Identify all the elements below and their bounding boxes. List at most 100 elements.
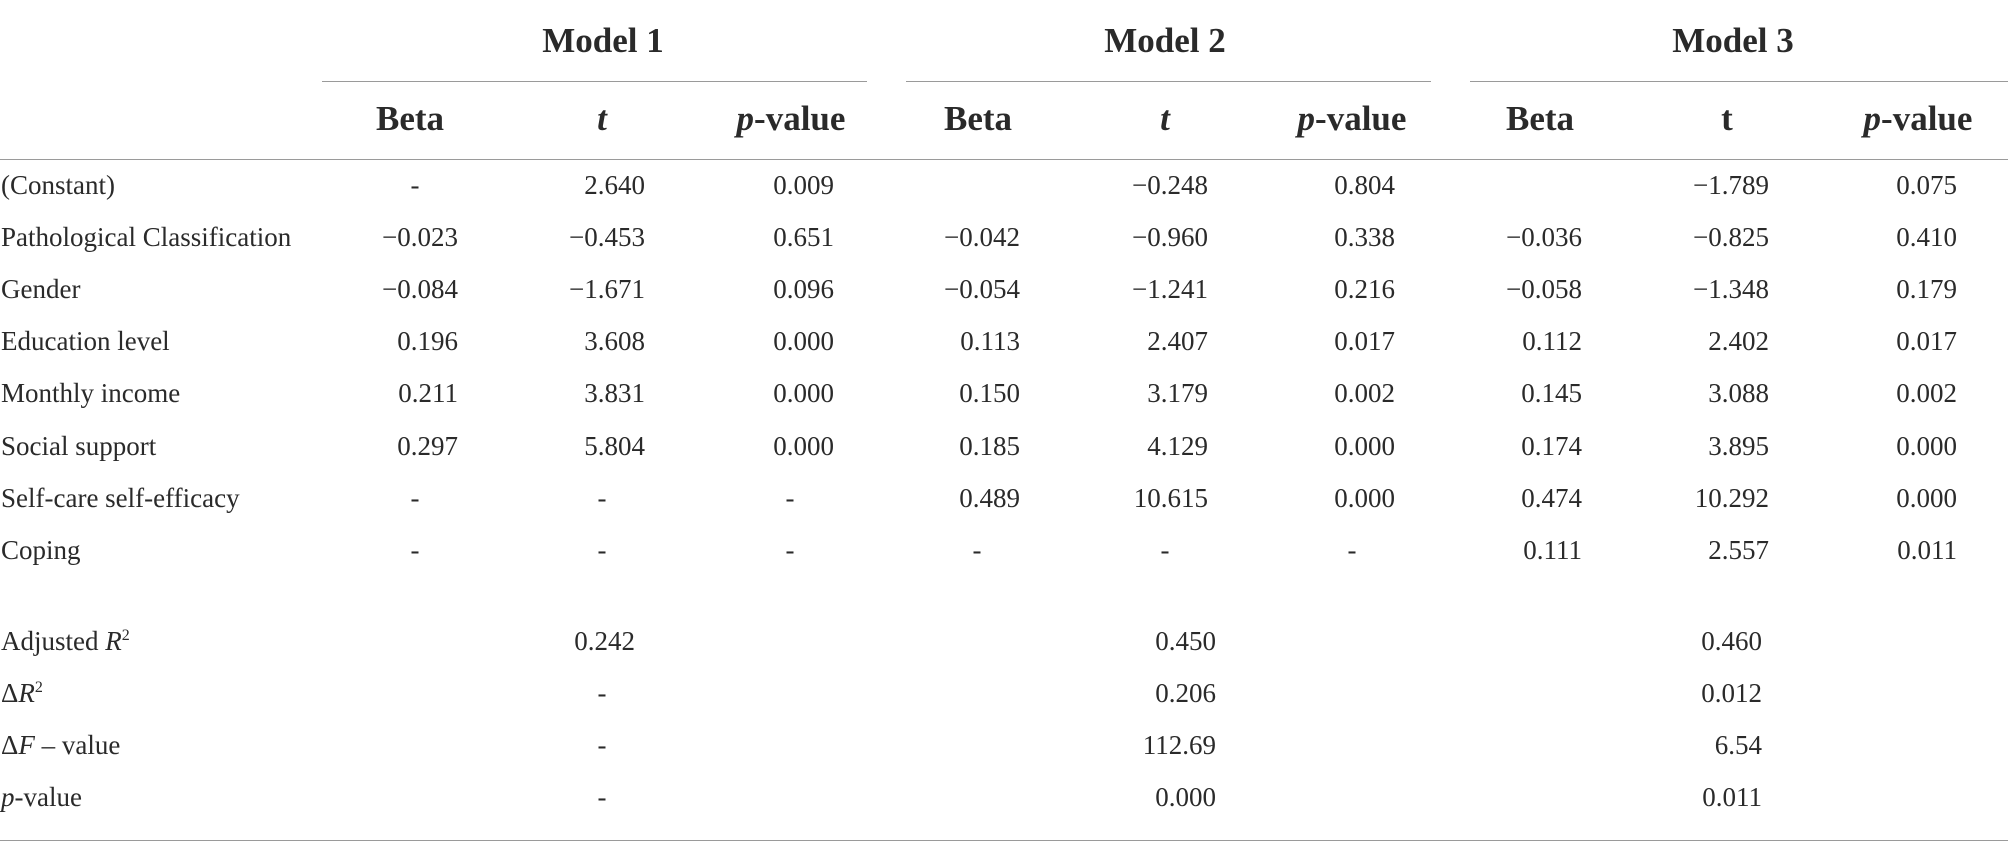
table-cell: 3.895 bbox=[1708, 430, 1769, 461]
table-cell: −0.248 bbox=[1132, 170, 1208, 200]
table-cell: 0.804 bbox=[1334, 170, 1395, 200]
row-label: Pathological Classification bbox=[1, 222, 292, 253]
table-cell: −0.960 bbox=[1132, 222, 1208, 253]
model-1-pvalue-header: p-value bbox=[737, 101, 846, 136]
summary-value: 0.011 bbox=[1702, 782, 1762, 812]
model-1-t-header: t bbox=[597, 101, 607, 136]
table-cell: 0.113 bbox=[960, 326, 1020, 357]
table-cell: 0.185 bbox=[959, 430, 1020, 461]
model-2-t-header: t bbox=[1160, 101, 1170, 136]
table-cell: −0.825 bbox=[1693, 222, 1769, 253]
table-cell: −0.054 bbox=[944, 274, 1020, 305]
table-cell: 0.112 bbox=[1522, 326, 1582, 357]
row-label: (Constant) bbox=[1, 170, 115, 200]
summary-value: 112.69 bbox=[1142, 730, 1216, 760]
table-cell: - bbox=[597, 482, 607, 513]
summary-value: - bbox=[597, 730, 607, 760]
summary-label-variable: F bbox=[18, 730, 35, 760]
summary-label-variable: p bbox=[1, 782, 15, 812]
table-cell: 0.000 bbox=[773, 430, 834, 461]
table-cell: 0.174 bbox=[1521, 430, 1582, 461]
model-2-pvalue-header: p-value bbox=[1298, 101, 1407, 136]
table-cell: 4.129 bbox=[1147, 430, 1208, 461]
summary-label-prefix: Δ bbox=[1, 730, 19, 760]
model-2-underline bbox=[906, 81, 1431, 82]
pvalue-suffix: -value bbox=[754, 99, 846, 138]
summary-label-prefix: Adjusted bbox=[1, 626, 106, 656]
model-1-beta-header: Beta bbox=[375, 99, 445, 138]
summary-label-prefix: Δ bbox=[1, 678, 19, 708]
summary-label: ΔR2 bbox=[1, 680, 43, 707]
p-symbol: p bbox=[1863, 99, 1882, 138]
table-cell: 0.150 bbox=[959, 378, 1020, 409]
model-1-underline bbox=[322, 81, 867, 82]
table-cell: - bbox=[785, 482, 795, 513]
summary-value: 0.206 bbox=[1155, 678, 1216, 708]
table-cell: 0.017 bbox=[1896, 326, 1957, 357]
table-cell: 2.407 bbox=[1147, 326, 1208, 357]
row-label: Education level bbox=[1, 326, 170, 357]
table-cell: −0.042 bbox=[944, 222, 1020, 253]
model-3-t-header: t bbox=[1721, 99, 1733, 138]
table-cell: 10.292 bbox=[1694, 482, 1769, 513]
model-2-beta-header: Beta bbox=[943, 99, 1013, 138]
table-cell: - bbox=[972, 534, 982, 565]
table-cell: 0.000 bbox=[1896, 430, 1957, 461]
table-cell: 0.000 bbox=[773, 326, 834, 357]
table-cell: 10.615 bbox=[1133, 482, 1208, 513]
table-cell: −1.348 bbox=[1693, 274, 1769, 305]
table-cell: - bbox=[410, 482, 420, 513]
table-cell: 0.096 bbox=[773, 274, 834, 305]
table-cell: 0.000 bbox=[1896, 482, 1957, 513]
table-cell: 0.002 bbox=[1896, 378, 1957, 409]
table-cell: - bbox=[785, 534, 795, 565]
row-label: Monthly income bbox=[1, 378, 181, 409]
table-cell: 0.651 bbox=[773, 222, 834, 253]
table-cell: −0.453 bbox=[569, 222, 645, 253]
summary-value: 0.000 bbox=[1155, 782, 1216, 812]
summary-value: 0.242 bbox=[574, 626, 635, 656]
summary-label-rest: – value bbox=[34, 730, 121, 760]
model-2-header: Model 2 bbox=[1104, 21, 1226, 60]
t-symbol: t bbox=[597, 99, 607, 138]
summary-value: 0.450 bbox=[1155, 626, 1216, 656]
table-cell: 0.009 bbox=[773, 170, 834, 200]
pvalue-suffix: -value bbox=[1881, 99, 1973, 138]
table-cell: 0.338 bbox=[1334, 222, 1395, 253]
table-cell: - bbox=[410, 170, 420, 200]
table-cell: −0.023 bbox=[382, 222, 458, 253]
table-cell: 0.075 bbox=[1896, 170, 1957, 200]
table-cell: 0.474 bbox=[1521, 482, 1582, 513]
table-cell: 0.000 bbox=[773, 378, 834, 409]
table-cell: 0.216 bbox=[1334, 274, 1395, 305]
table-cell: −0.058 bbox=[1506, 274, 1582, 305]
row-label: Self-care self-efficacy bbox=[1, 482, 240, 513]
table-cell: 3.088 bbox=[1708, 378, 1769, 409]
row-label: Coping bbox=[1, 534, 81, 565]
summary-label-variable: R bbox=[18, 678, 35, 708]
model-3-underline bbox=[1470, 81, 2008, 82]
summary-label: ΔF – value bbox=[1, 732, 120, 759]
table-cell: −1.671 bbox=[569, 274, 645, 305]
model-3-pvalue-header: p-value bbox=[1864, 101, 1973, 136]
summary-value: 0.460 bbox=[1701, 626, 1762, 656]
summary-label: Adjusted R2 bbox=[1, 628, 130, 655]
p-symbol: p bbox=[1297, 99, 1316, 138]
table-cell: - bbox=[1347, 534, 1357, 565]
table-cell: −1.789 bbox=[1693, 170, 1769, 200]
table-cell: 0.111 bbox=[1523, 534, 1582, 565]
model-3-header: Model 3 bbox=[1672, 21, 1794, 60]
model-1-header: Model 1 bbox=[542, 21, 664, 60]
table-cell: 3.608 bbox=[584, 326, 645, 357]
table-cell: 0.017 bbox=[1334, 326, 1395, 357]
table-cell: 0.000 bbox=[1334, 430, 1395, 461]
table-cell: - bbox=[410, 534, 420, 565]
summary-label-variable: R bbox=[105, 626, 122, 656]
table-cell: −0.036 bbox=[1506, 222, 1582, 253]
p-symbol: p bbox=[736, 99, 755, 138]
summary-label-superscript: 2 bbox=[121, 627, 130, 644]
summary-label: p-value bbox=[1, 784, 82, 811]
summary-label-rest: -value bbox=[14, 782, 82, 812]
table-cell: 0.011 bbox=[1897, 534, 1957, 565]
header-bottom-rule bbox=[0, 159, 2008, 160]
